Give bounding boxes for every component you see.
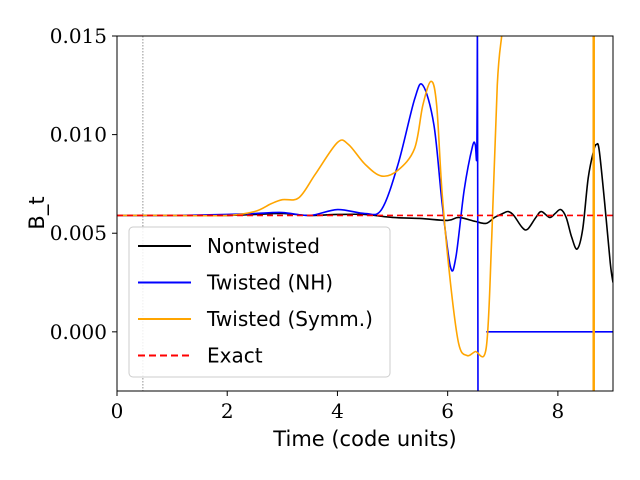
x-tick-label: 8	[552, 399, 565, 423]
y-tick-label: 0.015	[50, 24, 107, 48]
legend-label: Exact	[207, 344, 263, 368]
series-line-twisted-symm	[117, 36, 503, 358]
x-axis: 0 2 4 6 8	[111, 391, 565, 423]
legend-label: Twisted (NH)	[206, 271, 333, 295]
y-tick-label: 0.010	[50, 123, 107, 147]
x-tick-label: 2	[221, 399, 234, 423]
y-axis: 0.000 0.005 0.010 0.015	[50, 24, 117, 344]
legend: Nontwisted Twisted (NH) Twisted (Symm.) Exa…	[128, 226, 391, 378]
x-tick-label: 6	[441, 399, 454, 423]
legend-label: Nontwisted	[207, 234, 320, 258]
x-tick-label: 0	[111, 399, 124, 423]
series-layer	[117, 36, 613, 391]
plot-frame	[116, 35, 614, 392]
y-tick-label: 0.000	[50, 320, 107, 344]
series-line-twisted-nh	[117, 36, 479, 391]
legend-box	[128, 226, 391, 378]
y-axis-title: B_t	[25, 196, 50, 229]
legend-label: Twisted (Symm.)	[206, 307, 373, 331]
y-tick-label: 0.005	[50, 221, 107, 245]
series-line-nontwisted	[117, 142, 613, 283]
x-tick-label: 4	[331, 399, 344, 423]
x-axis-title: Time (code units)	[272, 427, 456, 451]
